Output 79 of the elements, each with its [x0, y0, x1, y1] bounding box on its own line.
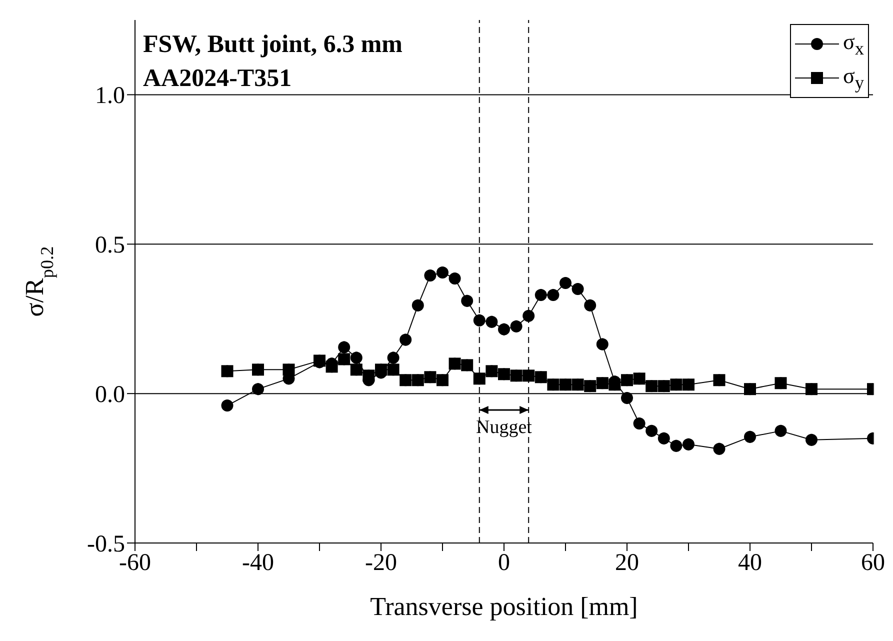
point [584, 299, 596, 312]
y-tick-label: 0.0 [95, 382, 125, 408]
point [461, 294, 474, 307]
point [436, 266, 448, 279]
y-tick-label: -0.5 [87, 532, 125, 558]
point [596, 338, 608, 350]
annotation: Nugget [476, 416, 532, 439]
x-tick-label: -40 [242, 550, 274, 576]
legend-label: σ$_{y}$ [842, 62, 864, 94]
point [608, 378, 621, 391]
point [448, 272, 461, 285]
y-tick-label: 0.5 [95, 232, 125, 259]
y-tick-label: 1.0 [95, 83, 125, 110]
point [522, 310, 535, 322]
point [806, 383, 818, 396]
point [572, 282, 584, 295]
point [560, 378, 572, 391]
point [774, 377, 787, 390]
x-axis-title: Transverse position [mm] [370, 592, 638, 621]
point [424, 270, 436, 282]
point [534, 371, 547, 384]
point [510, 370, 522, 382]
point [498, 368, 510, 380]
point [560, 276, 572, 289]
point [572, 378, 584, 391]
point [221, 400, 234, 412]
point [400, 334, 412, 346]
point [658, 380, 670, 392]
point [424, 371, 436, 384]
point [713, 442, 726, 455]
chart-title: FSW, Butt joint, 6.3 mm [143, 30, 403, 60]
x-tick-label: 40 [738, 550, 762, 576]
point [436, 374, 448, 386]
point [314, 354, 326, 367]
x-tick-label: 0 [498, 550, 510, 576]
point [252, 364, 264, 376]
point [461, 359, 474, 372]
point [621, 374, 633, 386]
point [486, 365, 498, 378]
point [646, 424, 658, 437]
point [670, 440, 682, 452]
point [498, 323, 510, 336]
point [448, 358, 461, 370]
point [510, 320, 522, 332]
point [326, 360, 338, 373]
legend-label: σ$_{x}$ [842, 28, 864, 60]
point [633, 417, 646, 430]
point [522, 370, 535, 382]
point [252, 383, 264, 396]
point [362, 370, 375, 382]
point [682, 378, 694, 391]
text: AA2024-T351 [143, 64, 293, 94]
point [534, 288, 547, 301]
point [806, 434, 818, 446]
point [547, 288, 560, 301]
x-tick-label: -20 [365, 550, 397, 576]
point [658, 432, 670, 444]
point [473, 372, 486, 385]
point [400, 374, 412, 386]
point [774, 424, 787, 437]
point [744, 430, 756, 443]
point [646, 380, 658, 392]
point [596, 377, 608, 390]
point [744, 383, 756, 396]
point [547, 378, 560, 391]
x-tick-label: 60 [861, 550, 885, 576]
point [412, 374, 424, 386]
point [375, 364, 387, 376]
point [633, 372, 646, 385]
point [473, 314, 486, 326]
point [670, 378, 682, 391]
point [221, 365, 234, 378]
point [584, 380, 596, 392]
x-tick-label: 20 [615, 550, 639, 576]
point [682, 438, 694, 450]
point [412, 299, 424, 312]
point [486, 316, 498, 328]
point [621, 392, 633, 404]
point [713, 374, 726, 386]
